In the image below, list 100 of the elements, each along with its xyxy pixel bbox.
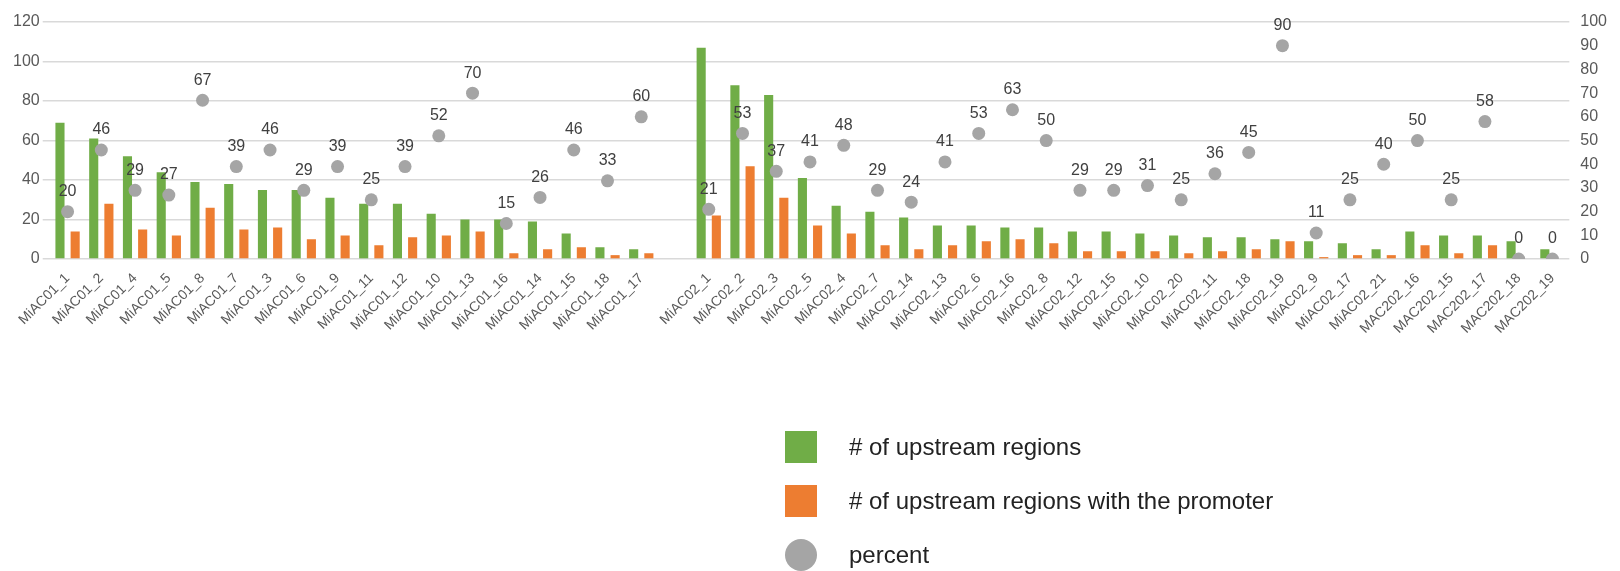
y2-tick-label: 0 xyxy=(1580,249,1590,267)
bar xyxy=(1218,251,1228,259)
bar xyxy=(779,197,789,259)
point xyxy=(1073,183,1087,197)
bar xyxy=(494,219,504,259)
bar xyxy=(460,219,470,259)
bar xyxy=(1386,255,1396,259)
point xyxy=(466,86,480,100)
point xyxy=(1107,183,1121,197)
bar xyxy=(1101,231,1111,259)
point xyxy=(1242,145,1256,159)
bar xyxy=(408,237,418,259)
bar xyxy=(1487,245,1498,259)
bar xyxy=(1184,253,1194,259)
y2-tick-label: 10 xyxy=(1580,225,1599,243)
bar xyxy=(1304,241,1314,259)
point xyxy=(1174,193,1188,207)
bar xyxy=(966,225,976,259)
point xyxy=(1005,103,1019,117)
data-label: 11 xyxy=(1307,203,1325,221)
bar xyxy=(224,184,234,259)
legend-label: # of upstream regions xyxy=(849,433,1082,461)
data-label: 46 xyxy=(92,120,111,138)
point xyxy=(229,160,243,174)
point xyxy=(837,138,851,152)
data-label: 39 xyxy=(227,137,246,155)
data-label: 41 xyxy=(936,132,954,150)
bar xyxy=(610,255,620,259)
point xyxy=(533,190,547,204)
bar xyxy=(306,239,316,259)
point xyxy=(364,193,378,207)
data-label: 15 xyxy=(497,193,516,211)
point xyxy=(1275,39,1289,53)
data-label: 29 xyxy=(868,160,887,178)
data-label: 29 xyxy=(294,160,313,178)
data-label: 39 xyxy=(396,137,415,155)
bar xyxy=(1285,241,1295,259)
y-tick-label: 80 xyxy=(21,91,40,109)
point xyxy=(567,143,581,157)
point xyxy=(1140,179,1154,193)
bar xyxy=(527,221,537,259)
bar xyxy=(171,235,181,259)
bar xyxy=(1202,237,1212,259)
bar xyxy=(104,203,114,259)
y2-tick-label: 60 xyxy=(1580,107,1599,125)
point xyxy=(263,143,277,157)
point xyxy=(432,129,446,143)
bar xyxy=(1352,255,1363,259)
data-label: 31 xyxy=(1138,156,1157,173)
point xyxy=(499,217,513,231)
bar xyxy=(1067,231,1077,259)
bar xyxy=(1420,245,1430,259)
bar xyxy=(948,245,958,259)
bar xyxy=(1454,253,1464,259)
data-label: 90 xyxy=(1273,16,1292,34)
data-label: 48 xyxy=(834,115,853,133)
point xyxy=(702,202,716,216)
point xyxy=(1309,226,1323,240)
bar xyxy=(1083,251,1093,259)
point xyxy=(1410,134,1424,148)
point xyxy=(162,188,176,202)
point xyxy=(904,195,918,209)
data-label: 46 xyxy=(564,120,583,138)
bar xyxy=(1236,237,1246,259)
point xyxy=(803,155,817,169)
bar xyxy=(576,247,586,259)
bar xyxy=(475,231,485,259)
bar xyxy=(359,203,369,259)
y2-tick-label: 90 xyxy=(1580,36,1599,54)
bar xyxy=(932,225,942,259)
bar xyxy=(865,211,875,259)
point xyxy=(128,183,142,197)
data-label: 36 xyxy=(1206,144,1224,162)
y2-tick-label: 100 xyxy=(1580,12,1608,30)
bar xyxy=(257,189,268,259)
bar xyxy=(543,249,553,259)
data-label: 39 xyxy=(328,137,347,155)
data-label: 25 xyxy=(1341,170,1359,188)
data-label: 25 xyxy=(1442,170,1461,188)
point xyxy=(938,155,952,169)
data-label: 60 xyxy=(632,87,651,105)
data-label: 29 xyxy=(1071,160,1089,178)
bar xyxy=(1034,227,1044,259)
bar xyxy=(1472,235,1482,259)
point xyxy=(297,183,311,197)
bar xyxy=(846,233,856,259)
y-tick-label: 0 xyxy=(30,249,40,267)
y-tick-label: 100 xyxy=(12,51,40,69)
bar xyxy=(340,235,350,259)
point xyxy=(1444,193,1458,207)
bar xyxy=(1135,233,1145,259)
data-label: 58 xyxy=(1476,91,1494,109)
bar xyxy=(70,231,80,259)
point xyxy=(1039,134,1053,148)
y2-tick-label: 80 xyxy=(1580,59,1599,77)
data-label: 52 xyxy=(429,106,448,124)
point xyxy=(1478,115,1492,129)
bar xyxy=(190,182,200,259)
bar xyxy=(138,229,148,259)
bar xyxy=(205,207,215,259)
